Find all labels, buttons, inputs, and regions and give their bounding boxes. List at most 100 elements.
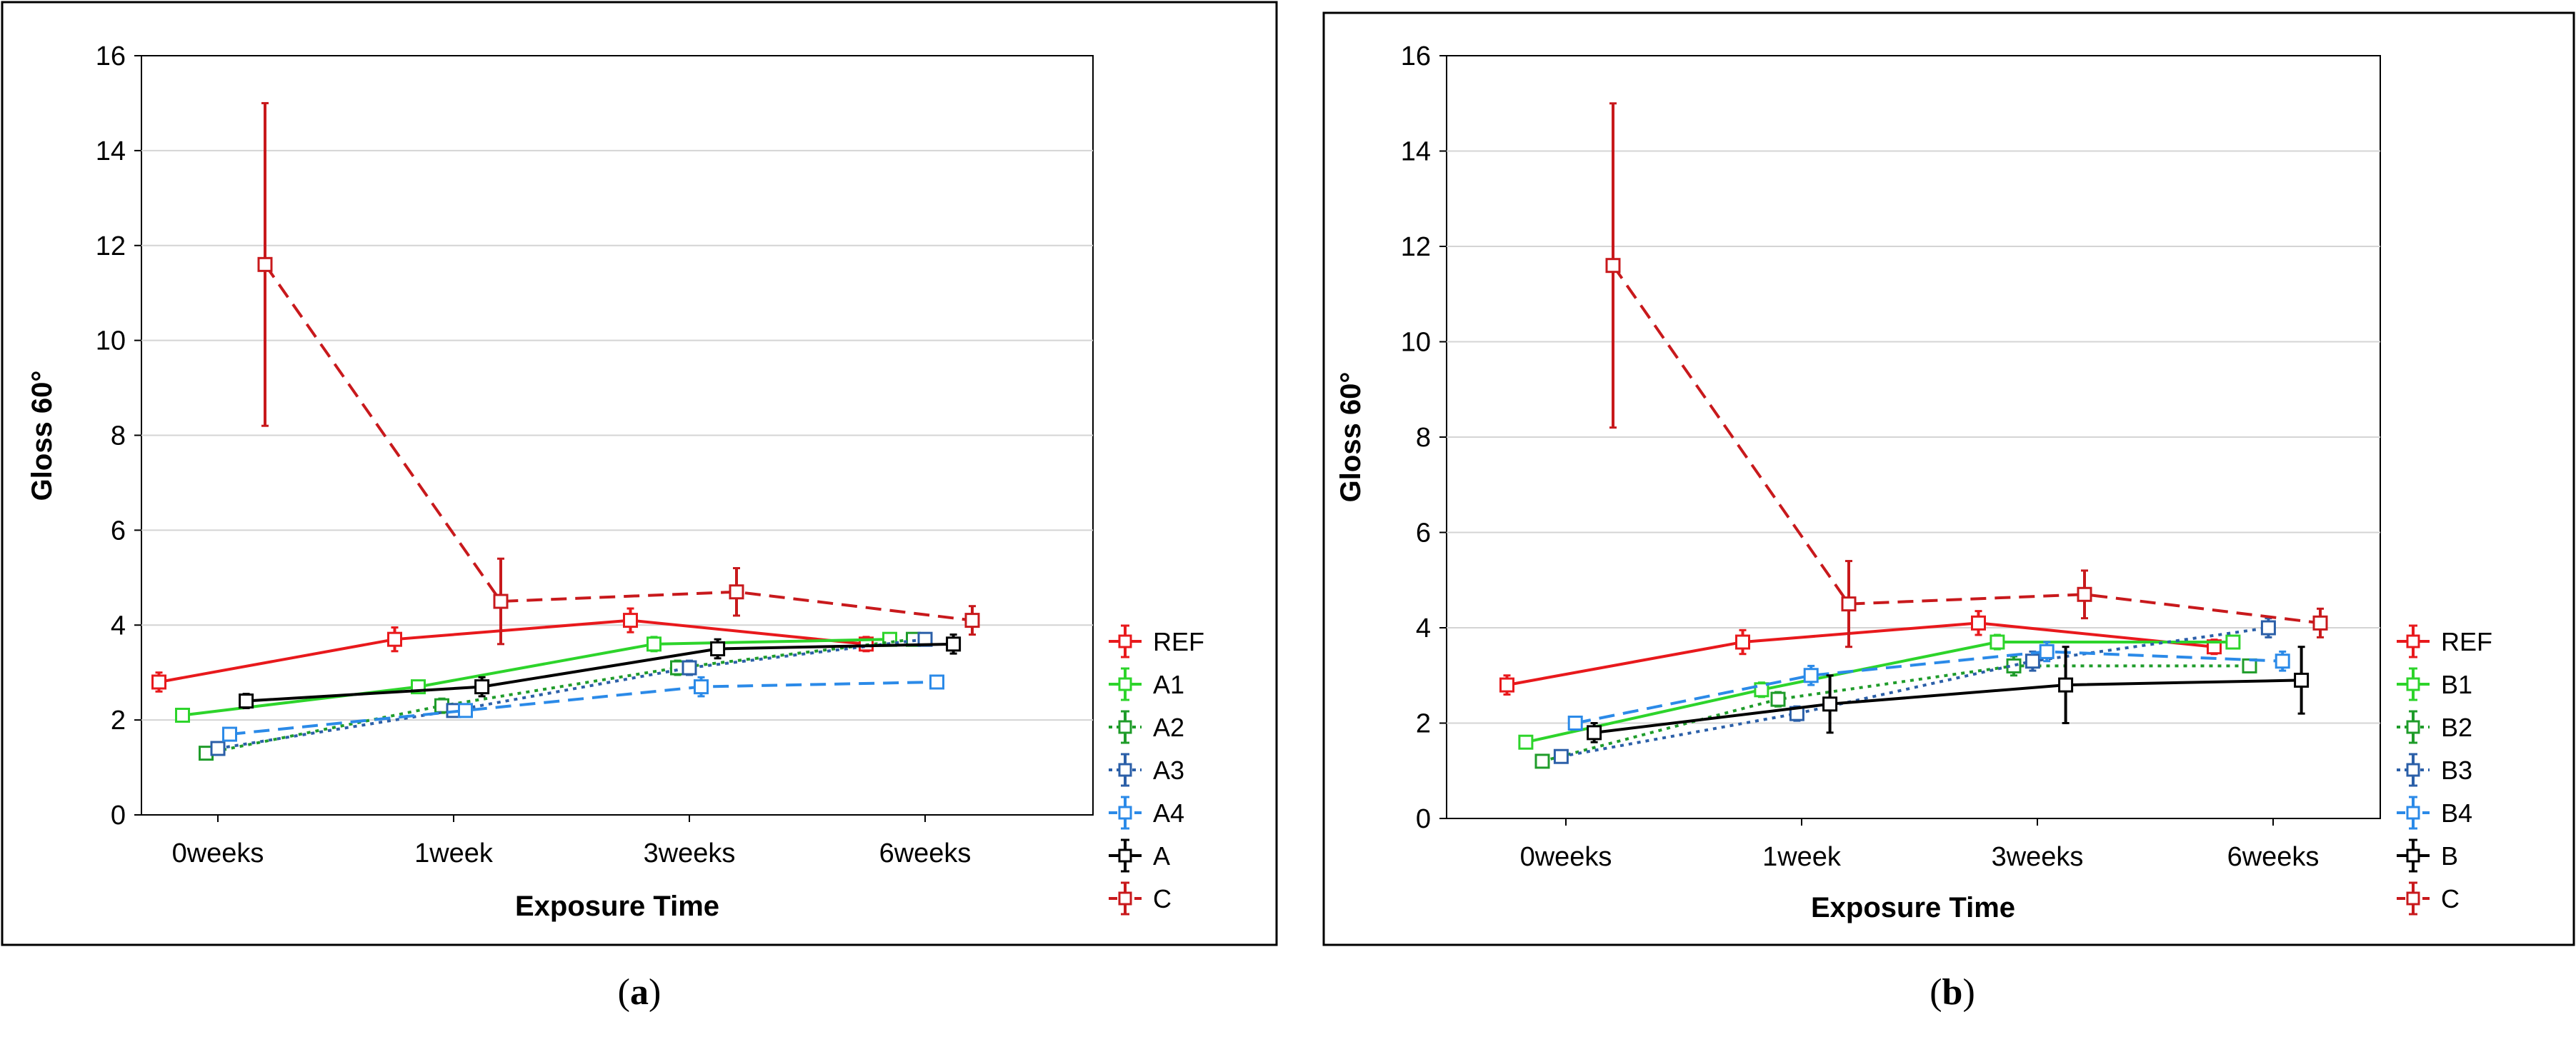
panel-b-data-point (2294, 672, 2310, 688)
panel-b-x-tick-label: 3weeks (1992, 842, 2084, 872)
panel-b-data-point (1567, 716, 1583, 731)
panel-a-y-tick-label: 12 (96, 231, 126, 261)
panel-b-data-point (1587, 725, 1602, 741)
panel-a-series-a2 (199, 631, 921, 761)
panel-b-legend-item-b1: B1 (2397, 667, 2472, 701)
panel-b-data-point (1822, 696, 1838, 712)
panel-a-y-tick-label: 10 (96, 326, 126, 356)
panel-b-x-ticks: 0weeks 1week 3weeks 6weeks (1520, 818, 2320, 872)
panel-b-caption-close: ) (1962, 972, 1975, 1013)
panel-b-legend-label: B3 (2441, 756, 2472, 785)
panel-b-y-tick-label: 6 (1416, 519, 1431, 548)
panel-b-series-b4 (1567, 641, 2290, 731)
panel-a: 0 2 4 6 8 10 12 14 16 0weeks 1week 3weeks 6weeks RE… (1, 1, 1278, 1013)
panel-b-data-point (1803, 668, 1819, 683)
panel-a-legend-item-a: A (1109, 838, 1170, 873)
panel-b-legend-label: B2 (2441, 713, 2472, 742)
panel-b-data-point (2260, 620, 2276, 636)
panel-a-data-point (458, 703, 473, 718)
panel-a-legend-label: A2 (1153, 713, 1184, 742)
panel-b-series (1499, 102, 2328, 769)
panel-b-y-tick-label: 2 (1416, 709, 1431, 739)
panel-a-series-line-a4 (229, 680, 937, 736)
panel-a-legend-label: A1 (1153, 670, 1184, 699)
panel-a-x-ticks: 0weeks 1week 3weeks 6weeks (172, 815, 972, 868)
panel-a-data-point (694, 679, 709, 695)
panel-b-x-tick-label: 6weeks (2227, 842, 2320, 872)
panel-b-legend-marker (2406, 634, 2420, 648)
panel-a-legend-label: C (1153, 884, 1172, 913)
panel-b-legend-marker (2406, 720, 2420, 734)
panel-a-y-tick-label: 6 (111, 516, 126, 546)
panel-b-series-c (1605, 102, 2328, 648)
panel-a-y-tick-label: 8 (111, 421, 126, 451)
panel-b-data-point (1735, 634, 1750, 650)
panel-b-data-point (2275, 653, 2290, 669)
panel-a-data-point (151, 674, 166, 690)
panel-b-y-axis-title: Gloss 60° (1335, 372, 1367, 503)
panel-a-data-point (387, 631, 402, 647)
panel-a-legend-marker (1118, 720, 1132, 734)
panel-b-legend-item-b4: B4 (2397, 796, 2472, 830)
panel-a-data-point (964, 613, 980, 628)
panel-b-legend: REF B1 B2 B3 B4 BC (2397, 624, 2492, 916)
panel-a-data-point (682, 660, 697, 676)
panel-b-data-point (1518, 734, 1534, 750)
panel-a-legend-label: REF (1153, 627, 1204, 656)
panel-a-series-line-ref (159, 618, 867, 683)
panel-b-legend-label: B1 (2441, 670, 2472, 699)
panel-b-y-tick-label: 16 (1401, 41, 1431, 71)
panel-b-y-tick-label: 12 (1401, 232, 1431, 262)
panel-b-data-point (1971, 615, 1986, 631)
panel-b-series-b1 (1518, 633, 2241, 750)
panel-b-data-point (2025, 653, 2040, 669)
panel-a-x-tick-label: 0weeks (172, 838, 264, 868)
panel-b-legend-marker (2406, 891, 2420, 906)
panel-a-y-tick-label: 16 (96, 41, 126, 71)
panel-a-series-a1 (175, 631, 897, 723)
panel-a-legend-label: A (1153, 841, 1170, 871)
panel-b-data-point (2058, 677, 2074, 693)
panel-a-legend-label: A4 (1153, 798, 1184, 828)
panel-a-series-line-a (246, 642, 954, 703)
panel-a-series-a4 (222, 674, 944, 742)
panel-b-data-point (2077, 586, 2092, 602)
panel-a-data-point (474, 679, 490, 695)
panel-b-y-tick-label: 14 (1401, 137, 1431, 167)
panel-a-y-tick-label: 2 (111, 706, 126, 736)
panel-a-series-line-a3 (217, 638, 926, 750)
panel-a-x-tick-label: 6weeks (879, 838, 972, 868)
panel-b-series-line-b4 (1574, 650, 2283, 725)
panel-a-frame (1, 1, 1278, 946)
panel-b-series-b (1587, 646, 2310, 743)
panel-b-gridlines (1447, 150, 2380, 724)
panel-b-legend-marker (2406, 763, 2420, 777)
panel-a-x-tick-label: 1week (414, 838, 494, 868)
panel-b-legend-item-b2: B2 (2397, 710, 2472, 744)
panel-a-series-line-c (264, 264, 973, 622)
panel-a-y-ticks: 0 2 4 6 8 10 12 14 16 (96, 41, 141, 831)
panel-b-legend-marker (2406, 806, 2420, 820)
panel-a-gridlines (141, 149, 1093, 721)
panel-b-y-tick-label: 4 (1416, 613, 1431, 643)
panel-a-y-tick-label: 14 (96, 136, 126, 166)
panel-b-legend-item-ref: REF (2397, 624, 2492, 658)
panel-b-series-line-b2 (1542, 664, 2250, 763)
panel-b-series-line-c (1612, 264, 2321, 625)
panel-b-data-point (2312, 615, 2328, 631)
panel-b-data-point (1990, 634, 2005, 650)
panel-a-y-axis-title: Gloss 60° (26, 371, 58, 501)
panel-b-data-point (1605, 258, 1621, 274)
panel-a-data-point (222, 726, 237, 742)
panel-a-legend-marker (1118, 806, 1132, 820)
panel-a-data-point (946, 636, 962, 652)
panel-a-legend-marker (1118, 848, 1132, 863)
panel-b-series-line-ref (1507, 621, 2215, 687)
panel-a-legend-item-c: C (1109, 881, 1172, 916)
panel-a-legend-marker (1118, 891, 1132, 906)
panel-b-data-point (2225, 634, 2241, 650)
panel-b-legend-label: B4 (2441, 798, 2472, 828)
panel-b-legend-item-b3: B3 (2397, 753, 2472, 787)
panel-b-y-ticks: 0 2 4 6 8 10 12 14 16 (1401, 41, 1447, 834)
panel-a-caption: (a) (618, 972, 662, 1013)
